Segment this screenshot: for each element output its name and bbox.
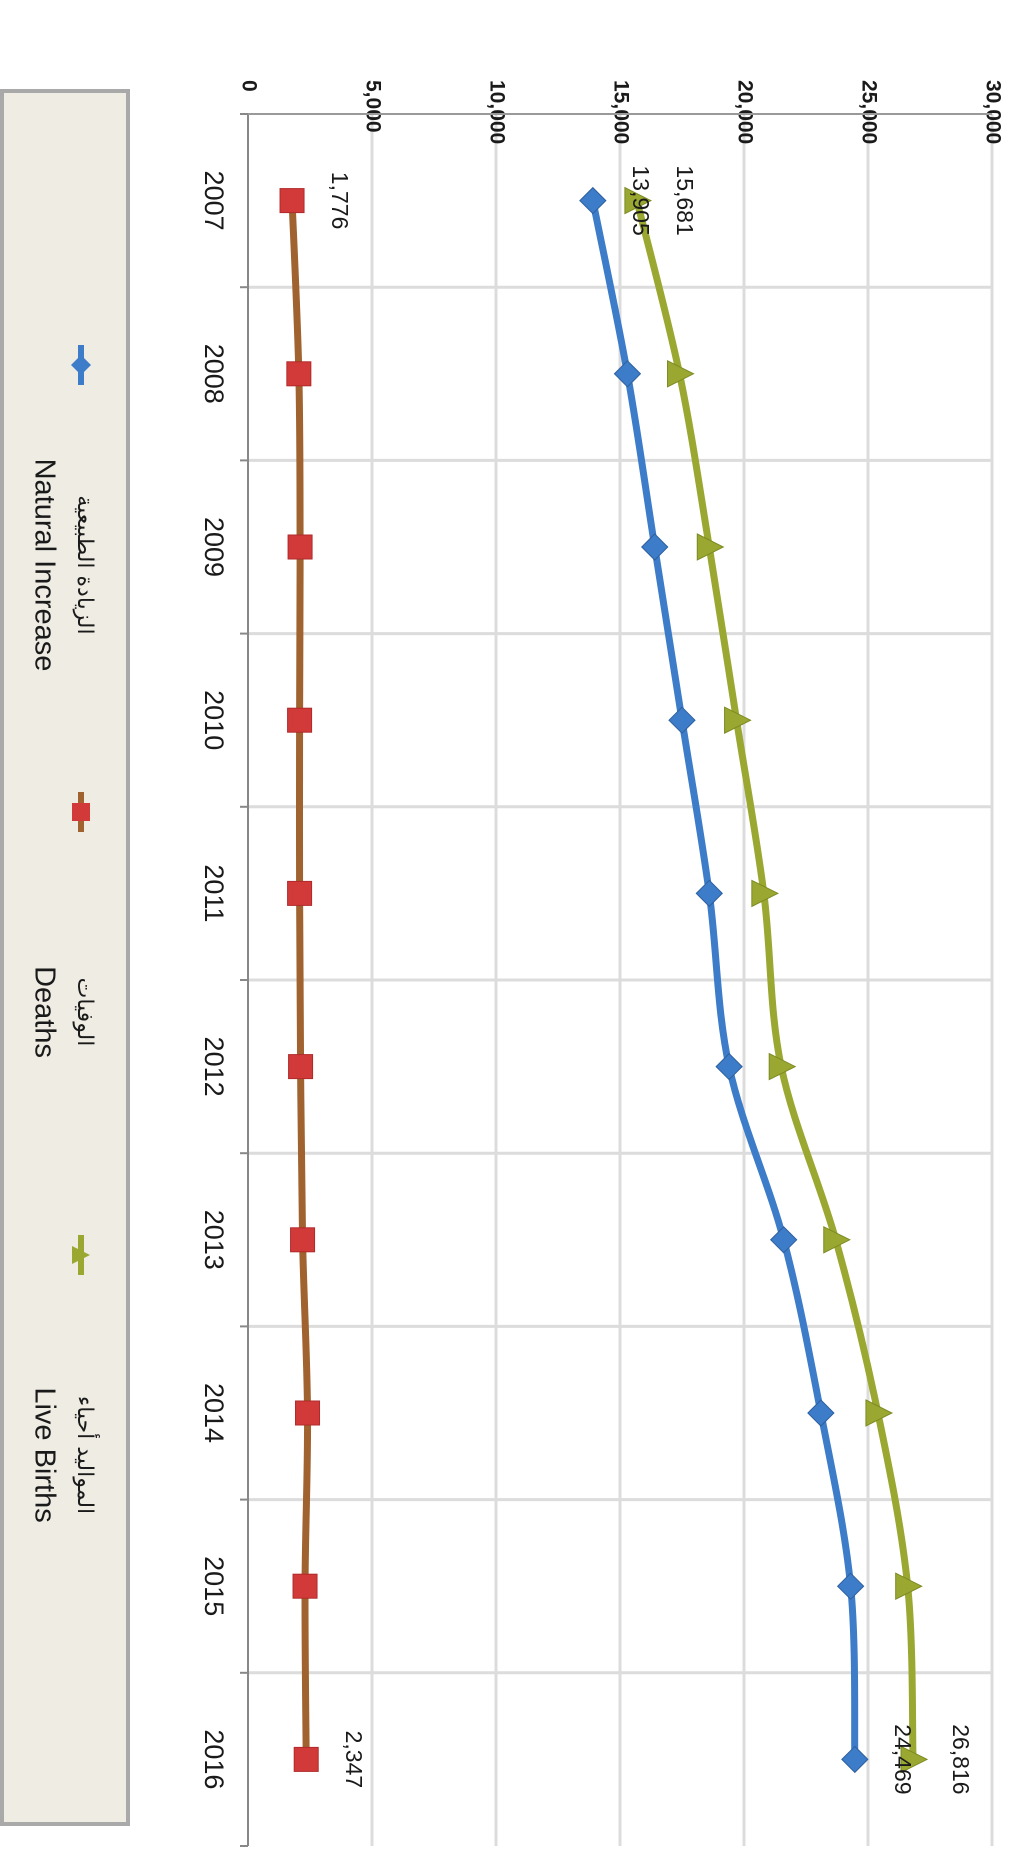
data-point-deaths <box>287 880 313 906</box>
value-tick-label: 10,000 <box>485 80 508 144</box>
data-labels: 15,681 26,816 1,776 2,347 13,905 24,469 <box>327 165 974 1794</box>
data-point-live_births <box>900 1745 929 1774</box>
series-natural_increase <box>579 186 869 1774</box>
legend-box <box>0 89 130 1826</box>
data-point-natural_increase <box>807 1399 835 1427</box>
category-tick-label: 2007 <box>199 171 229 231</box>
legend-label-en-live_births: Live Births <box>28 1387 60 1522</box>
data-point-live_births <box>823 1225 851 1254</box>
value-tick-label: 0 <box>237 80 260 92</box>
data-point-deaths <box>287 707 313 733</box>
series-lines <box>279 186 929 1774</box>
legend-marker-deaths <box>72 803 90 821</box>
data-point-natural_increase <box>715 1052 743 1081</box>
value-tick-label: 30,000 <box>981 80 1004 144</box>
data-point-natural_increase <box>836 1572 865 1600</box>
data-point-live_births <box>667 359 695 388</box>
data-label-deaths: 2,347 <box>341 1731 367 1789</box>
series-deaths <box>279 188 321 1772</box>
value-tick-label: 5,000 <box>361 80 384 133</box>
category-tick-label: 2016 <box>199 1729 229 1789</box>
data-label-live_births: 26,816 <box>948 1724 974 1794</box>
data-point-natural_increase <box>841 1745 869 1774</box>
data-point-deaths <box>290 1227 316 1253</box>
data-point-live_births <box>895 1572 923 1601</box>
value-tick-label: 15,000 <box>609 80 632 144</box>
category-tick-label: 2014 <box>199 1383 229 1443</box>
series-live_births <box>624 186 929 1774</box>
category-tick-label: 2008 <box>199 344 229 404</box>
data-label-deaths: 1,776 <box>327 172 353 230</box>
data-label-live_births: 15,681 <box>672 165 698 235</box>
legend-label-ar-natural_increase: الزيادة الطبيعية <box>72 495 97 634</box>
value-tick-label: 20,000 <box>733 80 756 144</box>
series-line-deaths <box>288 197 312 1763</box>
category-tick-label: 2015 <box>199 1556 229 1616</box>
data-point-deaths <box>295 1400 321 1426</box>
data-point-live_births <box>751 879 779 908</box>
data-point-deaths <box>286 361 312 387</box>
data-point-natural_increase <box>695 879 723 908</box>
data-point-deaths <box>292 1573 318 1599</box>
data-point-natural_increase <box>579 186 607 215</box>
gridlines <box>248 114 994 1846</box>
series-line-natural_increase <box>589 197 859 1763</box>
value-tick-label: 25,000 <box>857 80 880 144</box>
category-tick-label: 2009 <box>199 517 229 577</box>
legend-label-en-deaths: Deaths <box>28 966 60 1058</box>
data-point-live_births <box>768 1052 797 1081</box>
axes: 0 5,000 10,000 15,000 20,000 25,000 30,000 2007… <box>199 80 1004 1847</box>
series-line-live_births <box>633 197 917 1763</box>
data-point-deaths <box>293 1746 319 1772</box>
category-tick-label: 2012 <box>199 1037 229 1097</box>
data-point-natural_increase <box>769 1226 798 1254</box>
data-point-live_births <box>724 706 752 735</box>
category-tick-label: 2011 <box>199 864 229 922</box>
legend: المواليد أحياء Live Births الوفيات Deaths ال… <box>0 89 130 1826</box>
data-point-live_births <box>865 1399 894 1427</box>
data-label-natural_increase: 13,905 <box>628 165 654 235</box>
legend-label-ar-live_births: المواليد أحياء <box>72 1396 100 1514</box>
data-point-deaths <box>288 1054 314 1080</box>
data-point-deaths <box>287 534 313 560</box>
data-point-live_births <box>696 533 725 561</box>
legend-label-ar-deaths: الوفيات <box>72 978 97 1047</box>
legend-label-en-natural_increase: Natural Increase <box>28 459 60 672</box>
category-tick-label: 2010 <box>199 690 229 750</box>
category-tick-label: 2013 <box>199 1210 229 1270</box>
legend-marker-natural_increase <box>71 355 91 375</box>
data-point-deaths <box>279 188 305 214</box>
legend-marker-live_births <box>72 1246 90 1264</box>
data-point-live_births <box>624 186 653 215</box>
data-label-natural_increase: 24,469 <box>890 1724 916 1794</box>
data-point-natural_increase <box>613 360 642 388</box>
data-point-natural_increase <box>641 533 669 561</box>
data-point-natural_increase <box>668 706 696 734</box>
